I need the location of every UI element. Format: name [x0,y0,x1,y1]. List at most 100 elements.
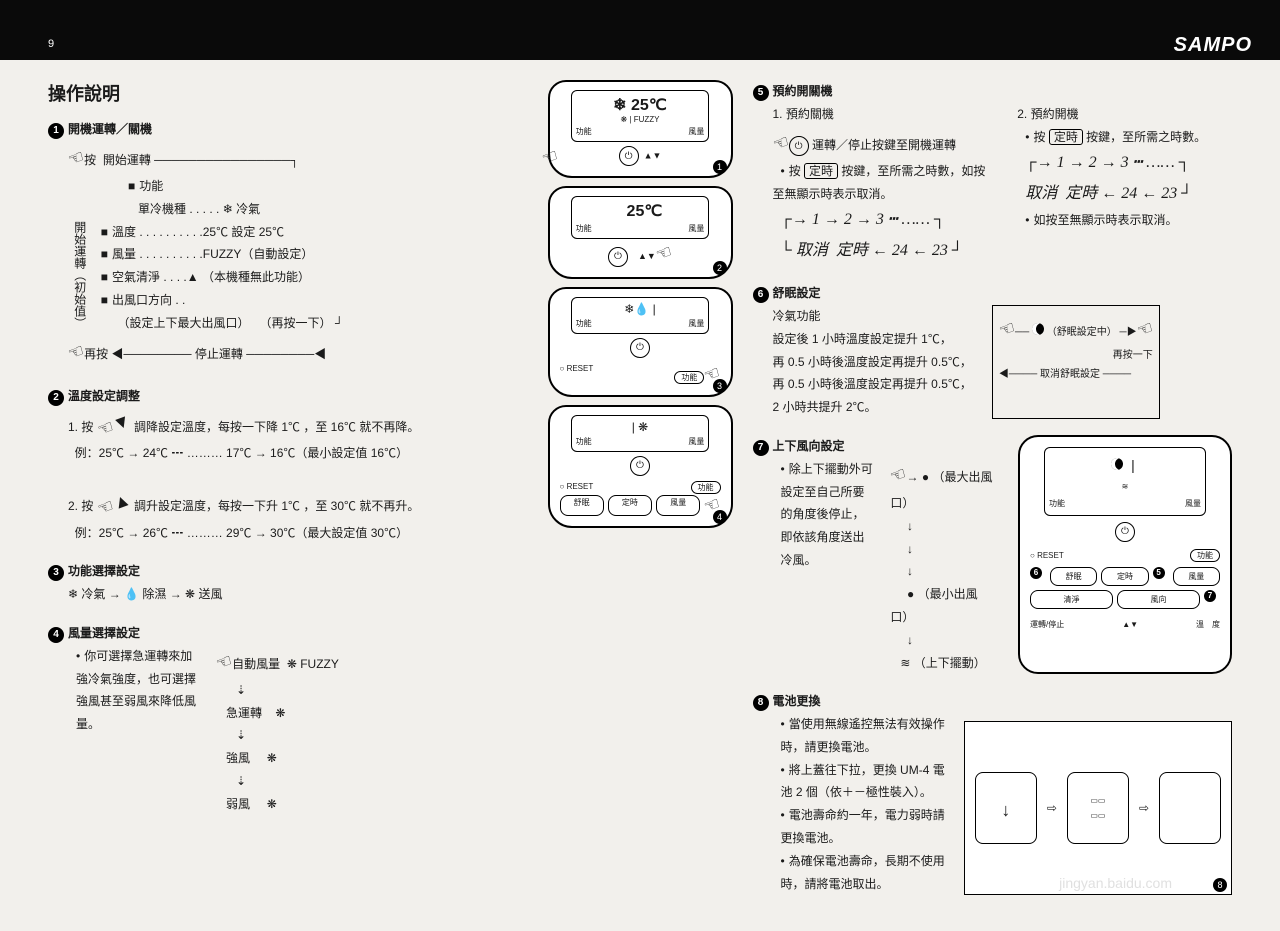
s6-l1: 設定後 1 小時溫度設定提升 1℃， [773,332,952,346]
brand-logo: SAMPO [1174,34,1252,57]
badge-7: 7 [753,440,769,456]
reset-3: RESET [567,364,594,373]
badge-4: 4 [48,627,64,643]
s6-again: 再按一下 [999,346,1153,365]
cancel2: 取消 [1025,185,1057,202]
s2-l1t: 調降設定溫度，每按一下降 1℃ ，至 16℃ 就不再降。 [134,420,419,434]
s3-heading: 功能選擇設定 [68,564,140,578]
s6-sub: 冷氣功能 [773,309,821,323]
left-column: 操作說明 1開機運轉／關機 ☜按 開始運轉 ────────────────┐ … [48,80,528,911]
badge-1: 1 [48,123,64,139]
vert-heading: 開始運轉（初始值） [68,221,91,335]
s4-strong: 強風 [226,751,250,765]
section-4: 4風量選擇設定 你可選擇急運轉來加強冷氣強度，也可選擇強風甚至弱風來降低風量。 … [48,622,528,816]
lcd-func-4: 功能 [576,436,592,447]
s5-b: 2. 預約開機 [1017,107,1078,121]
section-5: 5預約開關機 1. 預約關機 ☜⏻ 運轉／停止按鍵至開機運轉 按 定時 按鍵，至… [753,80,1233,266]
stop-label: 停止運轉 [195,347,243,361]
b-air: 風量 [656,495,700,516]
battery-diagram: ↓ ⇨ ▭▭▭▭ ⇨ 8 [964,721,1232,895]
s6-l3: 再 0.5 小時後溫度設定再提升 0.5℃， [773,377,972,391]
s8-l3: 電池壽命約一年，電力弱時請更換電池。 [781,804,948,850]
section-8: 8電池更換 當使用無線遙控無法有效操作時，請更換電池。 將上蓋往下拉，更換 UM… [753,690,1233,895]
func-btn: 功能 [674,371,704,384]
header-bar: 9 SAMPO [0,0,1280,60]
s5-bt2: 按鍵，至所需之時數。 [1086,130,1206,144]
s6-heading: 舒眠設定 [773,286,821,300]
reset-big: RESET [1037,551,1064,560]
moon-icon [1111,458,1123,470]
s4-rapid: 急運轉 [226,706,262,720]
lcd-temp: 25 [631,97,649,114]
bf: 功能 [1049,496,1065,511]
seq2b: 定時 ← 24 ← 23 [1065,185,1177,202]
badge-6: 6 [753,287,769,303]
ba: 風量 [1185,496,1201,511]
t2: 風量 . . . . . . . . . . [101,247,203,261]
t1v: 25℃ 設定 25℃ [203,225,284,239]
section-1: 1開機運轉／關機 ☜按 開始運轉 ────────────────┐ 功能 單冷… [48,118,528,369]
page-content: 操作說明 1開機運轉／關機 ☜按 開始運轉 ────────────────┐ … [0,60,1280,931]
moon-icon [1032,323,1044,335]
section-6: 6 舒眠設定 冷氣功能 設定後 1 小時溫度設定提升 1℃， 再 0.5 小時後溫… [753,282,1233,419]
s3-cool: 冷氣 [81,587,105,601]
s2-ex1: 例：25℃ → 24℃ ┅ ……… 17℃ → 16℃（最小設定值 16℃） [75,446,408,460]
remote-fig-2: 25℃ 功能風量 ⏻ ▲▼☜ 2 [548,186,733,279]
lcd-air-2: 風量 [688,223,704,234]
s6-cancel: 取消舒眠設定 [1040,369,1100,380]
s8-l4: 為確保電池壽命，長期不使用時，請將電池取出。 [781,850,948,896]
power-icon: ⏻ [630,456,650,476]
airflow-diagram: ☜→ ● （最大出風口） ↓ ↓ ↓ ● （最小出風口） ↓ ≋ （上下擺動） [890,458,998,675]
hand-icon: ☜ [653,241,675,266]
battery-open: ▭▭▭▭ [1067,772,1129,844]
battery-cover-1: ↓ [975,772,1037,844]
rb-clean: 清淨 [1030,590,1113,609]
lcd-func: 功能 [576,126,592,137]
lcd-1: ❄ 25℃ ❋ | FUZZY 功能風量 [571,90,710,142]
seq1b: 1 → 2 → 3 ┅ …… [1057,154,1175,171]
b-sleep: 舒眠 [560,495,604,516]
s4-heading: 風量選擇設定 [68,626,140,640]
section-2: 2溫度設定調整 1. 按 ☜▼ 調降設定溫度，每按一下降 1℃ ，至 16℃ 就… [48,385,528,545]
lcd-3: ❄💧 | 功能風量 [571,297,710,334]
seq-diagram-1: ┌→ 1 → 2 → 3 ┅ …… ┐ └ 取消 定時 ← 24 ← 23 ┘ [773,205,988,266]
start-label: 開始運轉 [103,153,151,167]
power-icon: ⏻ [630,338,650,358]
t3v: （本機種無此功能） [202,270,310,284]
remote-fig-3: ❄💧 | 功能風量 ⏻ ○ RESET功能☜ 3 [548,287,733,397]
timer-box-1: 定時 [804,163,838,179]
hand-icon: ☜ [994,310,1021,348]
rb-func: 功能 [1190,549,1220,562]
rb-air: 風量 [1173,567,1220,586]
remote-fig-1: ❄ 25℃ ❋ | FUZZY 功能風量 ⏻ ▲▼ ☜ 1 [548,80,733,178]
s1-heading: 開機運轉／關機 [68,122,152,136]
s7-min: （最小出風口） [890,587,977,624]
badge-3: 3 [48,565,64,581]
lcd-big: | ≋ 功能風量 [1044,447,1206,516]
fig-num-1: 1 [713,160,727,174]
s4-fuzzy: FUZZY [300,657,339,671]
func-label: 功能 [128,179,163,193]
s3-dehum: 除濕 [142,587,166,601]
hand-icon: ☜ [1131,310,1158,348]
sleep-diagram: ☜── （舒眠設定中） ─▶☜ 再按一下 ◀──── 取消舒眠設定 ──── [992,305,1160,419]
s1-l1a: 單冷機種 . . . . . [138,202,219,216]
rb-run: 運轉/停止 [1030,617,1064,632]
timer-box-2: 定時 [1049,129,1083,145]
power-icon: ⏻ [608,247,628,267]
page-title: 操作說明 [48,80,528,106]
lcd-4: | ❋ 功能風量 [571,415,710,452]
s8-heading: 電池更換 [773,694,821,708]
battery-cover-2 [1159,772,1221,844]
lcd-temp-2: 25 [627,203,645,220]
t2v: FUZZY（自動設定） [203,247,314,261]
lcd-2: 25℃ 功能風量 [571,196,710,239]
right-column: 5預約開關機 1. 預約關機 ☜⏻ 運轉／停止按鍵至開機運轉 按 定時 按鍵，至… [753,80,1233,911]
again: （再按一下） [260,316,332,330]
t1: 溫度 . . . . . . . . . . [101,225,203,239]
lcd-func-2: 功能 [576,223,592,234]
s4-note: 你可選擇急運轉來加強冷氣強度，也可選擇強風甚至弱風來降低風量。 [76,645,196,816]
seq-diagram-2: ┌→ 1 → 2 → 3 ┅ …… ┐ 取消 定時 ← 24 ← 23 ┘ [1017,148,1232,209]
s6-l4: 2 小時共提升 2℃。 [773,400,877,414]
s5-heading: 預約開關機 [773,84,833,98]
